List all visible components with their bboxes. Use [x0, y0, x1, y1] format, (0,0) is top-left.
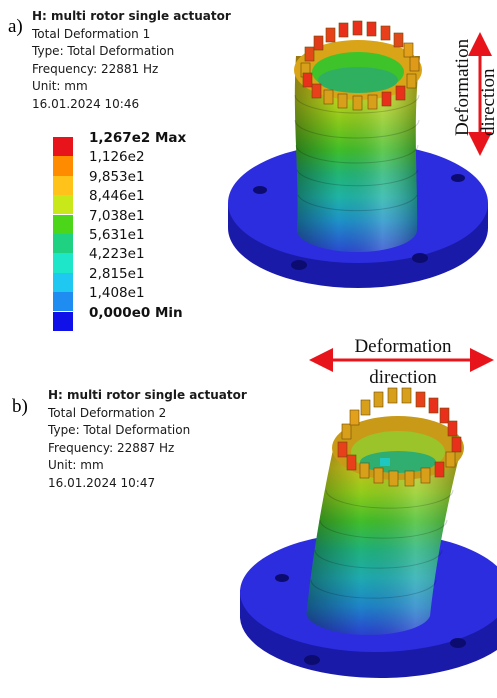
panel-b-arrow-label-1: Deformation [354, 336, 452, 357]
legend-label: 1,408e1 [89, 285, 145, 302]
panel-b-type: Type: Total Deformation [48, 423, 191, 437]
panel-b-frequency: Frequency: 22887 Hz [48, 440, 175, 455]
panel-a-bolt-hole [253, 186, 267, 194]
panel-a-model: Deformation direction [228, 20, 497, 288]
legend-label: 1,126e2 [89, 149, 145, 166]
legend-swatch [53, 175, 73, 196]
panel-a-letter: a) [8, 16, 23, 37]
panel-a-type: Type: Total Deformation [32, 44, 175, 58]
panel-b-letter: b) [12, 396, 28, 417]
legend-swatch [53, 253, 73, 273]
panel-a-bolt-hole [412, 253, 428, 263]
legend-label: 9,853e1 [89, 168, 145, 185]
panel-a-crenellations [300, 20, 420, 111]
panel-b-title: H: multi rotor single actuator [48, 388, 247, 402]
panel-b-arrow-label-2: direction [369, 367, 437, 388]
panel-b-bolt-hole [275, 574, 289, 582]
legend-swatch [53, 214, 73, 234]
legend-label: 4,223e1 [89, 246, 145, 263]
panel-a-timestamp: 16.01.2024 10:46 [32, 96, 140, 111]
legend-swatch [53, 195, 73, 215]
legend-label: 0,000e0 Min [89, 304, 183, 321]
panel-b-unit: Unit: mm [48, 458, 104, 472]
panel-b-timestamp: 16.01.2024 10:47 [48, 475, 156, 490]
panel-a-title: H: multi rotor single actuator [32, 9, 231, 23]
panel-a-bolt-hole [451, 174, 465, 182]
legend-label: 7,038e1 [89, 207, 145, 224]
panel-b-crenellations [337, 387, 462, 487]
panel-a-result-name: Total Deformation 1 [32, 26, 151, 41]
panel-b-info: H: multi rotor single actuator Total Def… [48, 387, 247, 492]
panel-b-bolt-hole [304, 655, 320, 665]
legend-label: 1,267e2 Max [89, 130, 187, 146]
legend-label: 8,446e1 [89, 188, 145, 205]
panel-a-arrow-label-1: Deformation [452, 38, 473, 136]
panel-a-frequency: Frequency: 22881 Hz [32, 61, 159, 76]
legend-swatch [53, 272, 73, 293]
legend-swatch [53, 234, 73, 254]
panel-a-info: H: multi rotor single actuator Total Def… [32, 8, 231, 113]
panel-b-model: Deformation direction [240, 336, 497, 679]
panel-a-bolt-hole [291, 260, 307, 270]
legend-swatch [53, 292, 73, 312]
panel-a-unit: Unit: mm [32, 79, 88, 93]
legend-label: 5,631e1 [89, 227, 145, 243]
panel-a-arrow-label-2: direction [478, 68, 497, 136]
panel-b-bolt-hole [450, 638, 466, 648]
legend-swatch [53, 156, 73, 176]
panel-b-result-name: Total Deformation 2 [48, 405, 167, 420]
legend-swatch [53, 311, 73, 331]
legend-swatch [53, 137, 73, 157]
legend-label: 2,815e1 [89, 265, 145, 282]
